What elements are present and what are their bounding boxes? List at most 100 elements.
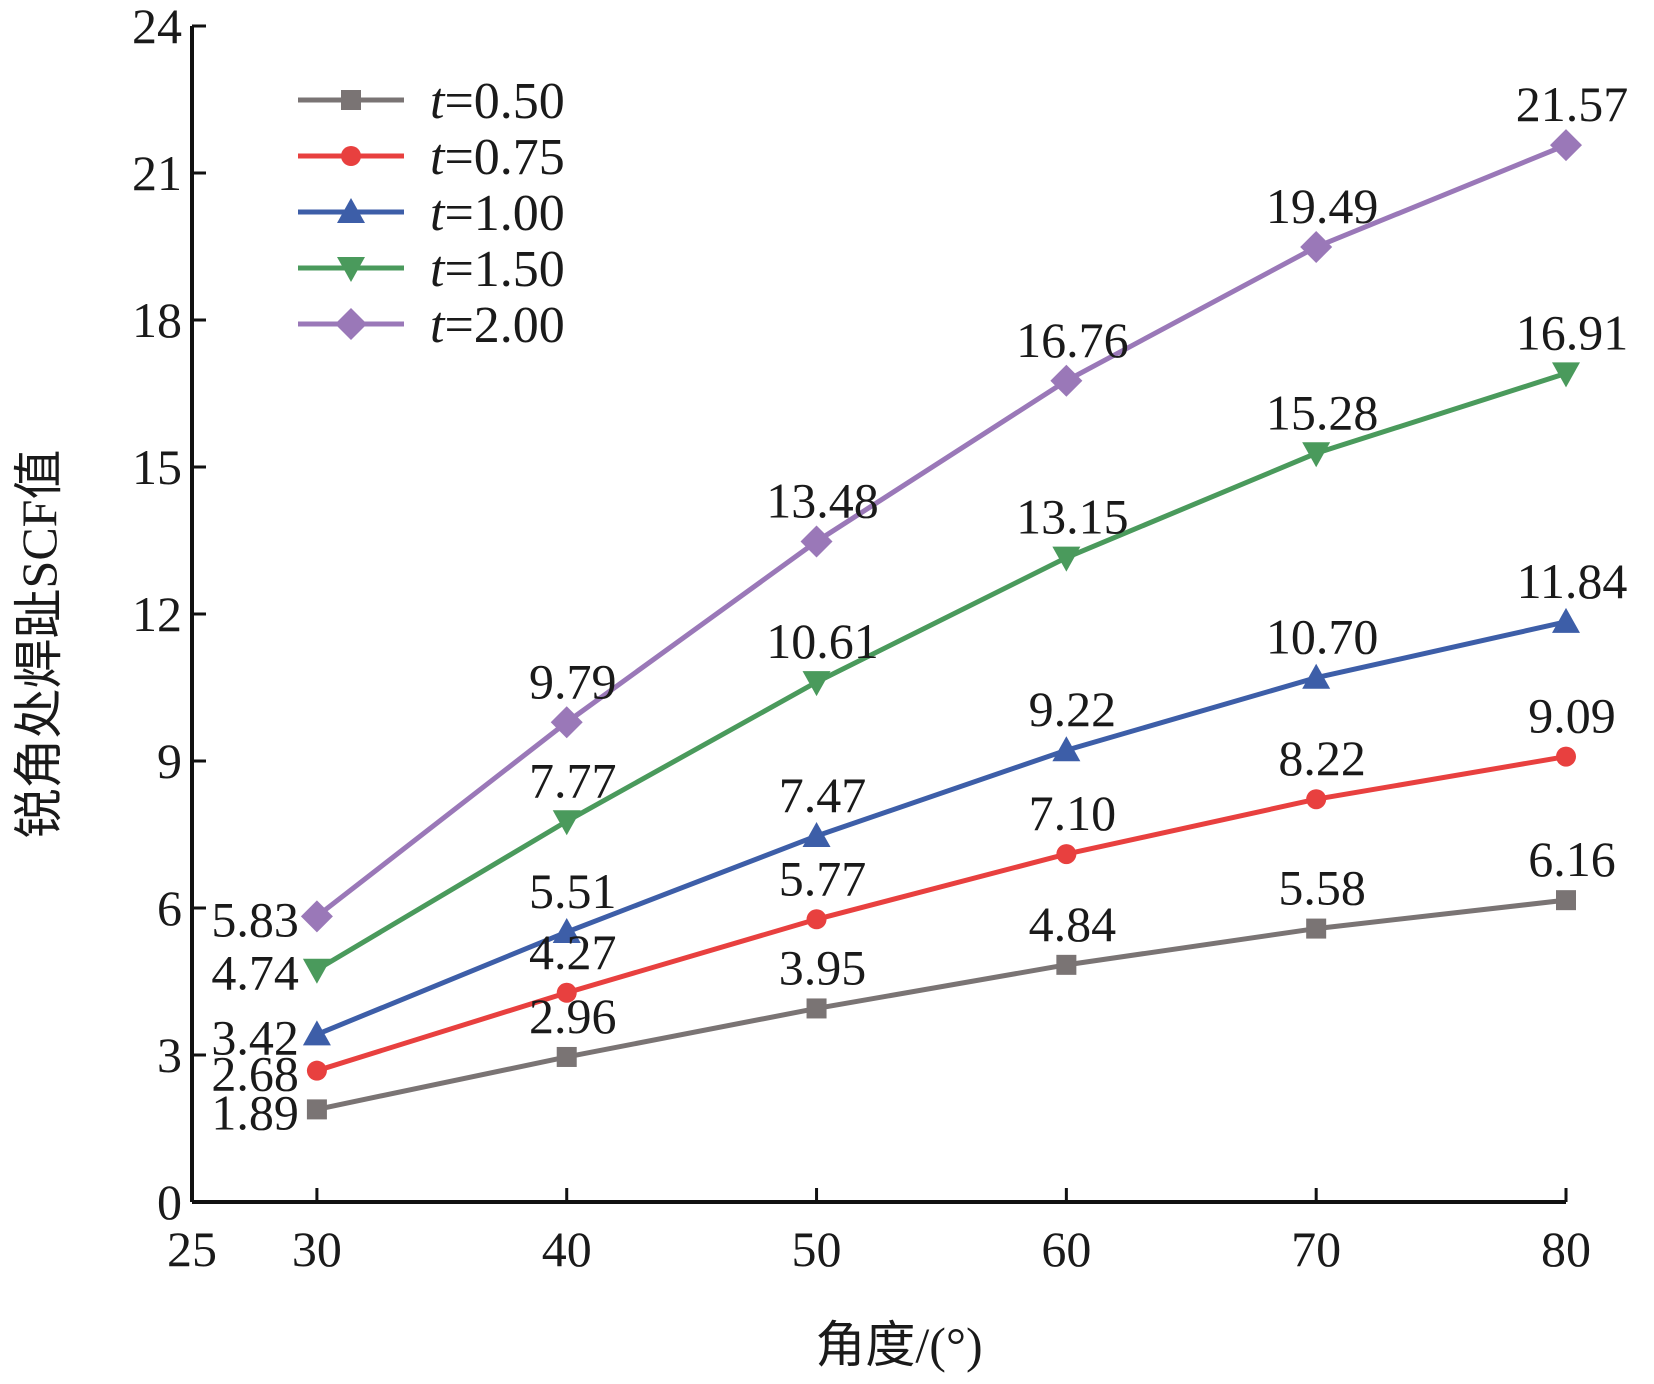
data-point	[552, 918, 581, 944]
data-point	[1056, 954, 1077, 975]
data-label: 9.79	[529, 653, 617, 709]
x-axis-title: 角度/(°)	[815, 1317, 982, 1373]
y-tick-label: 0	[157, 1174, 182, 1230]
data-label: 9.09	[1528, 688, 1616, 744]
y-tick-label: 3	[157, 1027, 182, 1083]
data-label: 2.96	[529, 988, 617, 1044]
y-tick-label: 24	[132, 0, 182, 54]
data-label: 16.76	[1016, 312, 1129, 368]
data-label: 7.10	[1029, 785, 1117, 841]
data-point	[1302, 442, 1331, 468]
legend-label: t=0.50	[430, 73, 565, 130]
data-label: 11.84	[1517, 553, 1628, 609]
data-label: 2.68	[211, 1046, 299, 1102]
data-point	[806, 998, 827, 1019]
legend-item-1: t=0.75	[298, 129, 565, 186]
data-point	[800, 525, 833, 558]
data-label: 10.61	[766, 613, 879, 669]
x-tick-label: 50	[792, 1221, 842, 1277]
legend-label: t=0.75	[430, 129, 565, 186]
data-label: 10.70	[1266, 609, 1379, 665]
series-line	[315, 142, 1567, 919]
y-tick-label: 9	[157, 733, 182, 789]
y-tick-label: 18	[132, 292, 182, 348]
x-tick-label: 30	[292, 1221, 342, 1277]
data-label: 16.91	[1516, 304, 1629, 360]
data-point	[1300, 230, 1333, 263]
data-point	[550, 706, 583, 739]
x-tick-label: 80	[1541, 1221, 1591, 1277]
data-label: 5.77	[779, 850, 867, 906]
data-label: 13.15	[1016, 489, 1129, 545]
data-point	[556, 1046, 577, 1067]
data-label: 3.42	[211, 1009, 299, 1065]
legend-label: t=1.50	[430, 241, 565, 298]
y-tick-label: 21	[132, 145, 182, 201]
data-point	[306, 1099, 327, 1120]
data-label: 8.22	[1278, 730, 1366, 786]
data-label: 15.28	[1266, 384, 1379, 440]
data-label: 5.51	[529, 863, 617, 919]
data-point	[1552, 607, 1580, 633]
legend-marker	[341, 90, 361, 110]
legend-item-4: t=2.00	[298, 297, 565, 354]
y-tick-label: 12	[132, 586, 182, 642]
series-0	[306, 890, 1576, 1120]
y-axis-title: 锐角处焊趾SCF值	[11, 450, 67, 839]
data-point	[1552, 362, 1580, 388]
series-1	[306, 746, 1576, 1081]
legend-item-3: t=1.50	[298, 241, 565, 298]
data-point	[1050, 364, 1083, 397]
data-label: 19.49	[1266, 178, 1379, 234]
series-3	[302, 362, 1580, 984]
data-point	[302, 1020, 331, 1046]
x-tick-label: 60	[1041, 1221, 1091, 1277]
data-point	[1556, 746, 1576, 767]
data-label: 4.84	[1029, 896, 1117, 952]
data-point	[806, 909, 827, 930]
data-label: 3.95	[779, 939, 867, 995]
data-label: 21.57	[1516, 76, 1629, 132]
data-labels: 1.89 2.96 3.95 4.84 5.58 6.16 2.68 4.27 5.77 7.10…	[211, 76, 1628, 1140]
data-label: 1.89	[211, 1084, 299, 1140]
data-label: 7.47	[779, 767, 867, 823]
data-point	[802, 671, 831, 697]
legend-marker	[337, 198, 365, 223]
series-line	[315, 371, 1567, 972]
data-point	[1556, 890, 1576, 911]
data-point	[1052, 546, 1081, 572]
data-point	[1306, 918, 1327, 939]
data-label: 9.22	[1029, 681, 1117, 737]
data-point	[1306, 789, 1327, 810]
data-label: 5.83	[211, 891, 299, 947]
data-point	[556, 982, 577, 1003]
legend-item-0: t=0.50	[298, 73, 565, 130]
data-point	[1056, 844, 1077, 865]
legend-marker	[341, 146, 361, 166]
series-2	[302, 607, 1580, 1046]
axes: 0 3 6 9 12 15 18 21 24 25 30 40 50 60 70 80	[132, 0, 1591, 1277]
data-point	[1550, 129, 1582, 162]
series-4	[300, 129, 1582, 933]
x-tick-label: 70	[1291, 1221, 1341, 1277]
data-label: 5.58	[1278, 860, 1366, 916]
data-point	[1302, 663, 1331, 689]
data-label: 7.77	[529, 752, 617, 808]
series-line	[315, 619, 1567, 1037]
legend-label: t=2.00	[430, 297, 565, 354]
data-label: 4.74	[211, 945, 299, 1001]
series-line	[316, 897, 1567, 1112]
data-point	[1052, 736, 1081, 762]
series-line	[316, 754, 1567, 1074]
y-tick-label: 6	[157, 880, 182, 936]
data-point	[300, 900, 333, 933]
x-tick-label: 40	[542, 1221, 592, 1277]
x-tick-label: 25	[167, 1221, 217, 1277]
data-point	[552, 810, 581, 836]
data-label: 6.16	[1528, 831, 1616, 887]
data-point	[302, 958, 331, 984]
series-layer	[300, 129, 1582, 1120]
data-label: 13.48	[766, 472, 879, 528]
data-label: 4.27	[529, 924, 617, 980]
